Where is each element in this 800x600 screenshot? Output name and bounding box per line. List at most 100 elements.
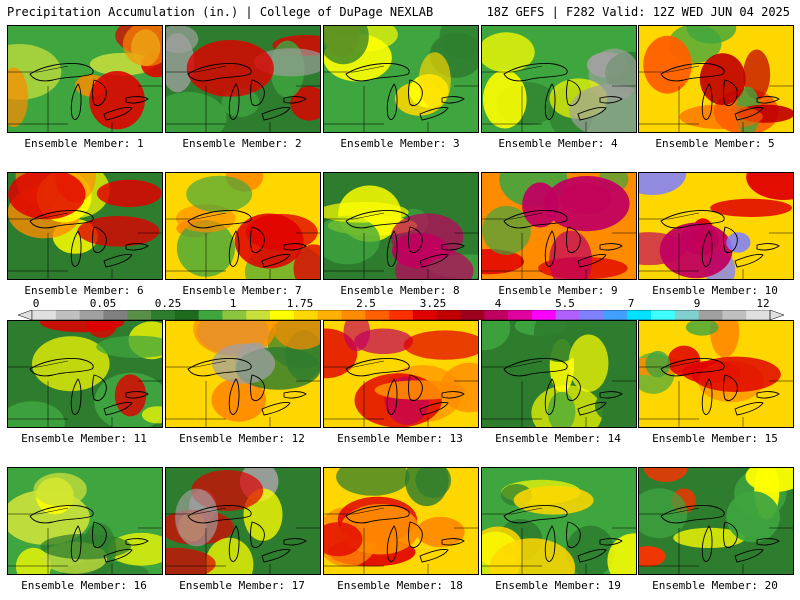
member-map-19 (481, 467, 637, 575)
lake-outline (250, 521, 265, 549)
colorbar-tick-label: 5.5 (555, 297, 575, 310)
precip-blob (679, 104, 763, 130)
precip-blob (522, 182, 559, 228)
colorbar-swatch (531, 310, 557, 320)
precip-blob (482, 321, 511, 351)
precip-blob (416, 516, 465, 548)
precip-blob (544, 176, 630, 232)
boundary-line (324, 360, 385, 368)
boundary-line (482, 360, 543, 368)
colorbar-swatch (79, 310, 104, 320)
colorbar-swatch (508, 310, 533, 320)
lake-outline (386, 230, 398, 267)
boundary-line (8, 212, 69, 220)
boundary-line (482, 212, 543, 220)
lake-outline (756, 96, 780, 104)
lake-outline (103, 254, 133, 268)
member-label-6: Ensemble Member: 6 (24, 284, 144, 297)
member-label-13: Ensemble Member: 13 (337, 432, 463, 445)
precip-blob (482, 205, 531, 255)
lake-outline (419, 402, 449, 416)
precip-blob (96, 179, 162, 208)
precip-blob (418, 52, 451, 109)
lake-outline (660, 63, 725, 82)
colorbar-swatch (55, 310, 80, 320)
member-map-10 (638, 172, 794, 280)
lake-outline (441, 391, 465, 399)
member-map-16 (7, 467, 163, 575)
lake-outline (125, 96, 149, 104)
precip-blob (489, 538, 576, 574)
member-map-3 (323, 25, 479, 133)
member-label-19: Ensemble Member: 19 (495, 579, 621, 592)
lake-outline (70, 525, 82, 562)
lake-outline (577, 402, 607, 416)
precip-blob (8, 173, 86, 220)
precip-colorbar (18, 310, 784, 320)
precip-blob (166, 92, 227, 132)
lake-outline (250, 374, 265, 402)
lake-outline (125, 243, 149, 251)
member-label-8: Ensemble Member: 8 (340, 284, 460, 297)
lake-outline (29, 63, 94, 82)
lake-outline (660, 358, 725, 377)
lake-outline (103, 107, 133, 121)
precip-blob (32, 336, 110, 392)
boundary-line (166, 212, 227, 220)
member-map-20 (638, 467, 794, 575)
lake-outline (503, 63, 568, 82)
precip-blob (122, 26, 162, 67)
precip-blob (86, 321, 118, 338)
lake-outline (29, 505, 94, 524)
precip-blob (726, 232, 751, 253)
precip-blob (40, 533, 132, 560)
precip-blob (639, 488, 688, 539)
member-label-17: Ensemble Member: 17 (179, 579, 305, 592)
precip-blob (513, 485, 594, 515)
precip-blob (594, 387, 636, 425)
boundary-line (324, 507, 385, 515)
boundary-line (482, 507, 543, 515)
colorbar-swatch (174, 310, 199, 320)
member-label-5: Ensemble Member: 5 (655, 137, 775, 150)
lake-outline (566, 79, 581, 107)
lake-outline (660, 210, 725, 229)
colorbar-swatch (603, 310, 628, 320)
precip-blob (686, 26, 737, 44)
colorbar-swatch (365, 310, 390, 320)
lake-outline (187, 358, 252, 377)
colorbar-swatch (341, 310, 366, 320)
lake-outline (187, 63, 252, 82)
lake-outline (660, 505, 725, 524)
precip-blob (404, 468, 449, 507)
precip-blob (691, 356, 781, 392)
lake-outline (566, 521, 581, 549)
lake-outline (408, 521, 423, 549)
boundary-line (482, 65, 543, 73)
boundary-line (639, 212, 700, 220)
colorbar-swatch (103, 310, 128, 320)
lake-outline (92, 226, 107, 254)
member-label-9: Ensemble Member: 9 (498, 284, 618, 297)
member-map-8 (323, 172, 479, 280)
lake-outline (103, 549, 133, 563)
lake-outline (386, 525, 398, 562)
lake-outline (599, 391, 623, 399)
boundary-line (324, 65, 385, 73)
colorbar-swatch (436, 310, 461, 320)
colorbar-tick-label: 4 (494, 297, 502, 310)
lake-outline (503, 358, 568, 377)
model-run-info: 18Z GEFS | F282 Valid: 12Z WED JUN 04 20… (486, 5, 790, 19)
colorbar-swatch (127, 310, 152, 320)
precip-blob (336, 468, 410, 496)
colorbar-tick-label: 3.25 (419, 297, 447, 310)
precip-blob (639, 546, 666, 567)
precip-blob (643, 35, 692, 94)
lake-outline (92, 374, 107, 402)
lake-outline (228, 378, 240, 415)
colorbar-swatch (722, 310, 747, 320)
colorbar-swatch (317, 310, 342, 320)
lake-outline (125, 538, 149, 546)
lake-outline (261, 402, 291, 416)
lake-outline (566, 374, 581, 402)
